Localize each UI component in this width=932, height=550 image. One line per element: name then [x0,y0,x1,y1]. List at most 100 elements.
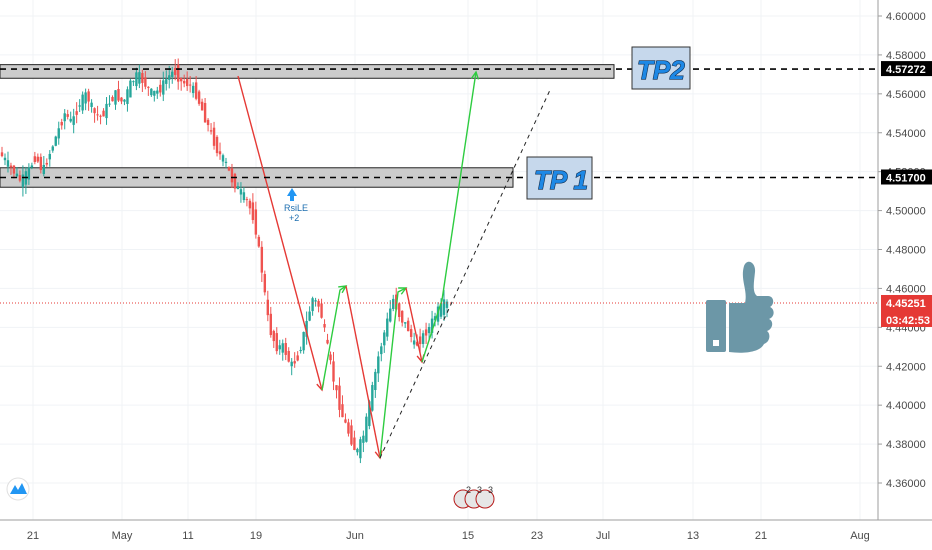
candle-body [209,130,213,132]
candle-body [353,437,356,451]
candle-body [135,72,138,87]
candle-body [177,64,180,82]
candle-body [102,110,105,117]
candle-body [51,146,54,151]
candle-body [356,448,359,453]
candle-body [75,111,78,115]
tradingview-logo-icon[interactable] [6,477,30,501]
candle-body [72,116,75,125]
candle-body [377,356,380,374]
candle-body [380,346,383,355]
candle-body [57,128,60,139]
candle-body [311,298,314,312]
candle-body [21,174,25,188]
candle-body [245,199,249,201]
candle-body [374,371,377,391]
tp1-label-box: TP 1 [526,156,593,200]
candle-body [54,136,57,146]
y-tick-label: 4.46000 [886,283,926,295]
countdown: 03:42:53 [886,315,930,327]
candle-body [150,88,153,96]
candle-body [299,349,302,352]
y-tick-label: 4.36000 [886,478,926,490]
candle-body [314,300,317,302]
candle-body [45,162,48,165]
x-tick-label: 21 [27,530,39,542]
price-axis[interactable]: 4.360004.380004.400004.420004.440004.460… [878,11,926,490]
candle-body [401,310,404,323]
bearish-arrow-2 [345,285,381,459]
candle-body [344,419,347,423]
candle-body [185,79,189,87]
candle-body [84,92,87,104]
candle-body [156,90,159,94]
candle-body [105,103,108,119]
y-tick-label: 4.48000 [886,245,926,257]
candle-body [389,308,392,322]
candle-body [251,202,255,221]
candle-body [168,75,171,80]
tp2-label-box: TP2 [631,46,691,90]
candle-body [368,401,371,427]
candle-body [200,101,204,111]
candle-body [33,156,37,162]
dashed-trendline [379,89,551,459]
candle-body [296,355,299,361]
candle-body [383,332,386,346]
x-tick-label: Jul [596,530,610,542]
candle-body [412,340,416,345]
candle-body [430,318,434,333]
candle-body [27,167,31,180]
candle-body [15,173,19,177]
y-tick-label: 4.54000 [886,128,926,140]
candle-body [332,361,335,382]
tp2-price: 4.57272 [886,64,926,76]
resistance-zones [0,64,615,188]
candle-body [224,161,228,163]
candle-body [18,175,22,181]
y-tick-label: 4.40000 [886,400,926,412]
candle-body [197,91,201,104]
event-badges[interactable]: 2 3 3 [453,485,495,509]
thumbs-up-icon [706,261,774,353]
candle-body [359,439,362,459]
candle-body [87,91,90,102]
candle-body [326,339,329,344]
tp2-label: TP2 [637,55,685,85]
tp2-zone [0,64,615,79]
candle-body [362,435,365,443]
x-tick-label: 15 [462,530,474,542]
candle-body [230,168,234,183]
last-price: 4.45251 [886,298,926,310]
y-tick-label: 4.58000 [886,50,926,62]
tp-level-lines [0,68,878,304]
badge-2: 3 [477,485,482,495]
candle-body [338,385,341,410]
candle-body [347,422,350,434]
candle-body [403,322,407,324]
candle-body [12,165,16,174]
candle-body [302,331,305,351]
candle-body [194,82,198,99]
candle-body [269,313,272,336]
candle-body [284,343,287,355]
candle-body [111,96,114,102]
bullish-arrow-3 [421,299,443,363]
candlestick-series [0,58,449,464]
x-tick-label: May [112,530,133,542]
candle-body [260,246,264,273]
candle-body [242,192,246,201]
bearish-arrow-3 [405,287,423,363]
candle-body [126,89,129,104]
time-axis[interactable]: 21 May 11 19 Jun 15 23 Jul 13 21 Aug [27,530,870,542]
candle-body [90,102,93,107]
candle-body [78,105,81,107]
candle-body [421,333,425,344]
projection-arrows [237,70,551,460]
candle-body [341,404,344,418]
candle-body [99,115,102,117]
candle-body [392,298,395,309]
candle-body [108,103,111,105]
candle-body [281,343,284,353]
